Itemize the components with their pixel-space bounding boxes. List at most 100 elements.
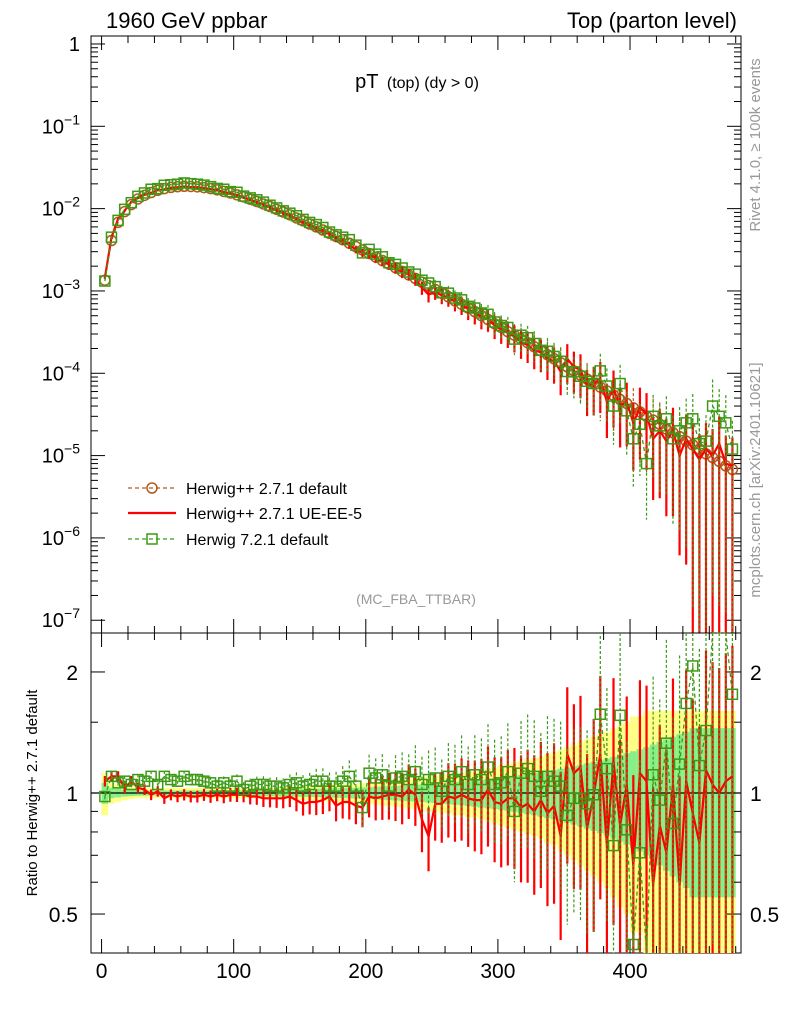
ratio-point-square: [297, 780, 309, 792]
y-tick-label-base: 10: [42, 363, 64, 385]
data-point-square: [436, 287, 448, 299]
data-point-square: [376, 251, 389, 263]
ratio-point-square: [680, 697, 692, 710]
data-point-square: [627, 433, 640, 445]
ratio-point-square: [231, 775, 243, 787]
ratio-point-square: [614, 709, 626, 722]
analysis-id-label: (MC_FBA_TTBAR): [356, 591, 476, 607]
ratio-y-tick-label-right: 2: [750, 662, 762, 685]
data-point-square: [204, 180, 217, 193]
data-point-square: [634, 418, 646, 431]
ratio-point-square: [581, 798, 593, 810]
ratio-point-square: [627, 938, 640, 951]
data-point-square: [191, 178, 204, 190]
data-point-square: [455, 294, 468, 306]
y-tick-label-base: 10: [42, 199, 64, 221]
ratio-point-square: [607, 839, 620, 852]
ratio-point-square: [198, 775, 210, 787]
data-point-square: [614, 377, 626, 390]
ratio-point-square: [145, 770, 157, 783]
data-point-square: [297, 213, 309, 226]
y-tick-label: 10−5: [42, 441, 80, 468]
ratio-point-square: [191, 773, 204, 786]
data-point-square: [270, 202, 283, 214]
ratio-point-square: [118, 775, 131, 787]
data-point-square: [482, 308, 494, 321]
data-point-square: [594, 365, 607, 377]
ratio-point-square: [502, 765, 514, 778]
ratio-point-square: [244, 780, 256, 792]
ratio-point-square: [284, 778, 296, 791]
ratio-point-square: [654, 794, 666, 806]
rivet-version-label: Rivet 4.1.0, ≥ 100k events: [747, 58, 764, 231]
ratio-point-square: [389, 772, 402, 784]
x-tick-label: 200: [348, 960, 383, 983]
ratio-point-square: [647, 769, 659, 781]
data-point-square: [601, 380, 613, 392]
data-point-square: [184, 177, 197, 190]
ratio-ylabel: Ratio to Herwig++ 2.7.1 default: [24, 689, 41, 897]
data-point-square: [237, 190, 250, 202]
main-plot-panel: pT (top) (dy > 0) (MC_FBA_TTBAR) 110−110…: [42, 34, 742, 634]
data-point-square: [218, 183, 230, 195]
data-point-square: [165, 178, 177, 191]
ratio-point-square: [270, 780, 283, 792]
ratio-point-square: [211, 780, 223, 792]
data-point-square: [99, 275, 111, 287]
x-tick-label: 100: [216, 960, 251, 983]
data-point-square: [257, 196, 270, 208]
data-point-square: [449, 292, 461, 304]
data-point-square: [303, 216, 316, 229]
y-tick-label: 1: [69, 34, 80, 56]
data-point-square: [244, 192, 256, 204]
mcplots-label: mcplots.cern.ch [arXiv:2401.10621]: [747, 362, 764, 597]
data-point-square: [224, 185, 237, 198]
ratio-point-square: [402, 773, 415, 786]
data-point-square: [673, 425, 686, 437]
data-point-square: [290, 209, 303, 222]
main-plot-title-sub: (top) (dy > 0): [387, 75, 479, 92]
data-point-square: [389, 258, 402, 271]
ratio-point-square: [303, 778, 316, 791]
ratio-point-square: [660, 737, 673, 749]
data-point-square: [231, 186, 243, 199]
data-point-square: [145, 183, 157, 195]
ratio-point-square: [667, 817, 679, 830]
header-left-label: 1960 GeV ppbar: [106, 8, 267, 33]
data-point-square: [667, 433, 679, 445]
data-point-square: [251, 194, 263, 206]
ratio-point-square: [383, 780, 395, 792]
data-point-square: [369, 248, 382, 260]
y-tick-label: 10−2: [42, 194, 80, 221]
ratio-point-square: [310, 775, 323, 787]
ratio-point-square: [442, 770, 455, 783]
ratio-point-square: [673, 758, 686, 770]
y-tick-label-exponent: −6: [64, 523, 80, 539]
data-point-square: [607, 400, 620, 412]
ratio-series-herwig7-default: [99, 632, 739, 954]
ratio-point-square: [488, 778, 501, 791]
data-point-square: [488, 316, 501, 328]
ratio-point-square: [587, 789, 600, 801]
ratio-point-square: [132, 773, 144, 786]
ratio-y-tick-label: 2: [66, 662, 78, 685]
data-point-square: [330, 229, 342, 241]
data-point-square: [720, 417, 732, 429]
y-tick-label-base: 10: [42, 610, 64, 632]
ratio-plot-panel: 0.5 0.5 1 1 2 2 0 100 200 300 400 Ratio to Herwig+…: [24, 632, 779, 983]
main-plot-title-main: pT: [355, 71, 378, 93]
data-point-square: [383, 257, 395, 269]
y-tick-label: 10−7: [42, 605, 80, 632]
y-tick-label: 10−3: [42, 276, 80, 303]
ratio-point-square: [218, 777, 230, 789]
data-point-square: [396, 262, 408, 274]
ratio-point-square: [455, 765, 468, 778]
data-point-square: [138, 187, 151, 199]
ratio-point-square: [482, 761, 494, 773]
ratio-point-square: [343, 770, 356, 783]
data-point-square: [502, 321, 514, 334]
ratio-y-tick-label: 1: [66, 783, 78, 806]
data-point-square: [693, 437, 706, 450]
data-point-square: [561, 365, 574, 378]
ratio-point-square: [462, 778, 474, 791]
